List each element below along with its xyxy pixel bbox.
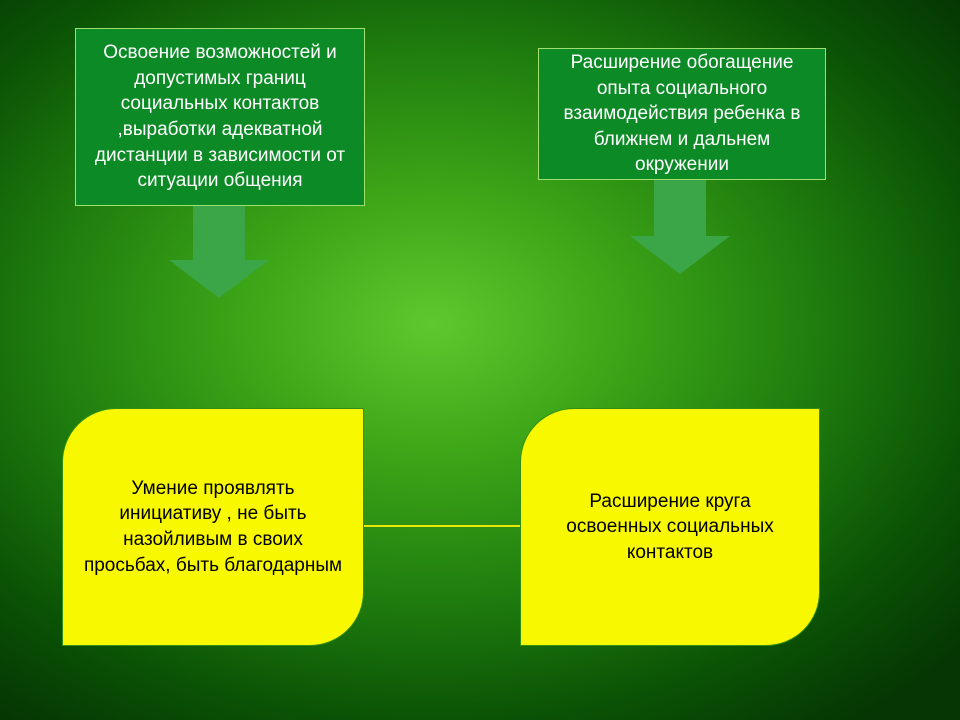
- arrow-left-head: [169, 260, 269, 298]
- arrow-left-body: [193, 206, 245, 260]
- connector-line: [364, 525, 520, 527]
- arrow-right-body: [654, 180, 706, 236]
- top-left-text: Освоение возможностей и допустимых грани…: [86, 40, 354, 194]
- bottom-right-box: Расширение круга освоенных социальных ко…: [520, 408, 820, 646]
- arrow-right-head: [630, 236, 730, 274]
- top-right-text: Расширение обогащение опыта социального …: [549, 50, 815, 178]
- bottom-left-box: Умение проявлять инициативу , не быть на…: [62, 408, 364, 646]
- top-right-box: Расширение обогащение опыта социального …: [538, 48, 826, 180]
- bottom-right-text: Расширение круга освоенных социальных ко…: [541, 489, 799, 566]
- bottom-left-text: Умение проявлять инициативу , не быть на…: [83, 476, 343, 579]
- top-left-box: Освоение возможностей и допустимых грани…: [75, 28, 365, 206]
